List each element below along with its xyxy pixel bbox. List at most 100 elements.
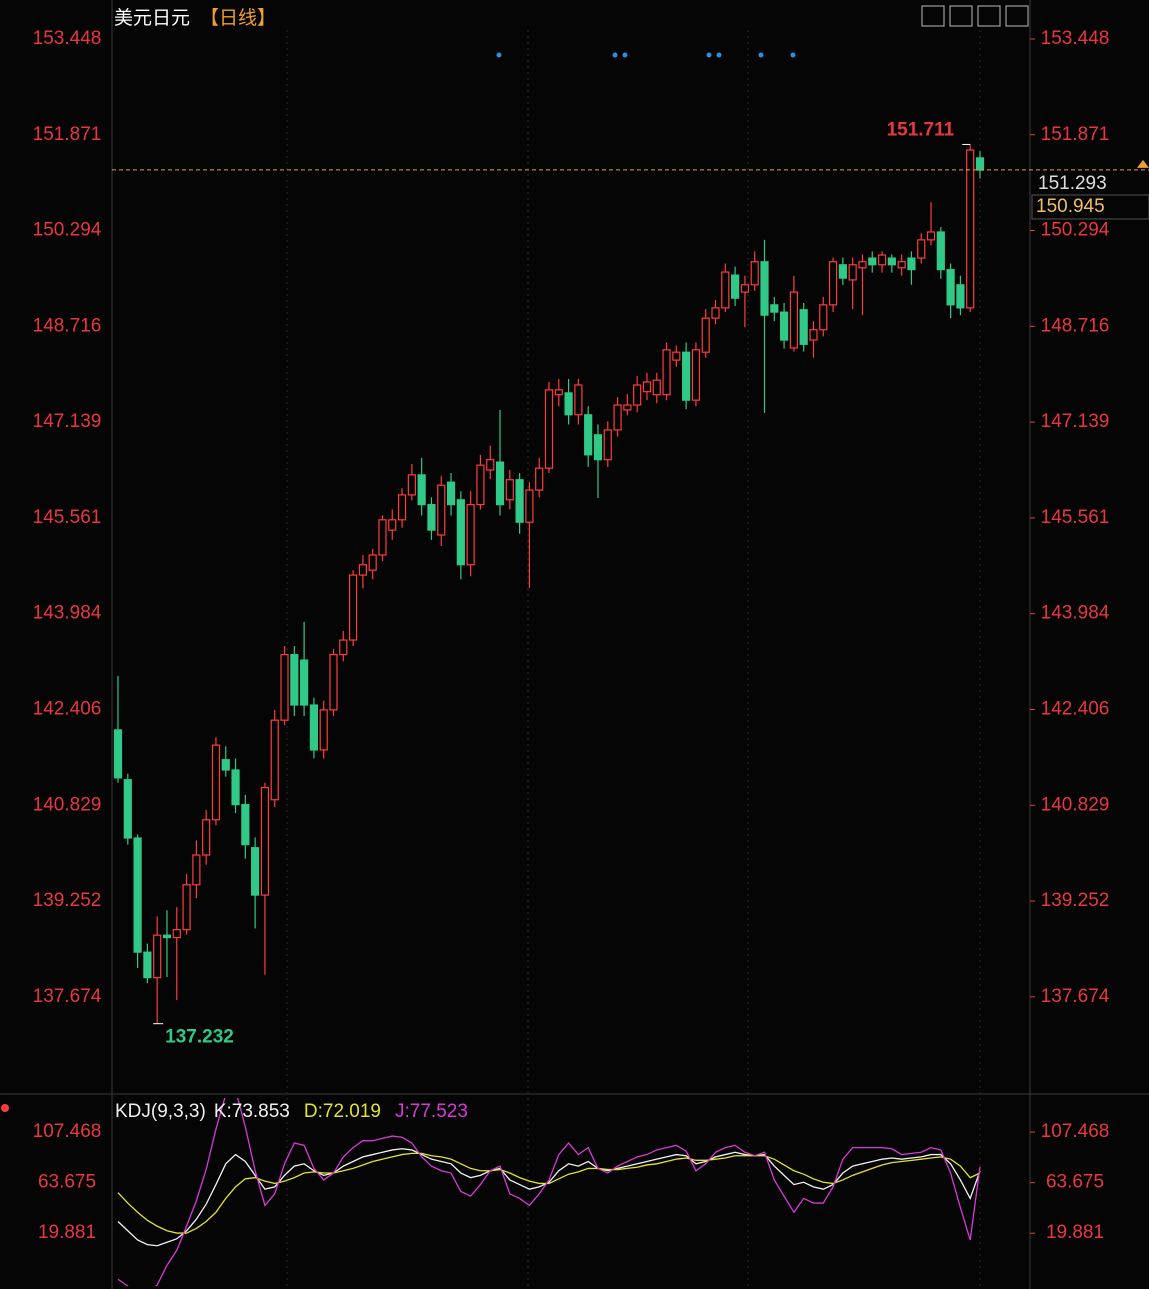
candle-body [339,639,348,656]
chart-title: 美元日元 [114,7,190,29]
candle-body [143,951,152,979]
candle-body [348,574,358,641]
candle-body [613,404,622,431]
candle-body [407,474,416,496]
candle-body [456,499,465,566]
candle-body [172,929,181,939]
candle-body [848,264,857,281]
event-dot [758,52,764,58]
candle-body [251,847,260,896]
y-tick-label: 150.294 [33,220,102,241]
candle-body [476,464,485,506]
candle-body [603,429,612,461]
candle-body [221,759,230,771]
candle-body [564,392,573,416]
indicator-line [117,1098,981,1286]
candle-body [260,786,270,896]
candle-body [162,934,172,939]
price-marker-label: 150.945 [1036,196,1105,217]
y-tick-label-right: 137.674 [1041,986,1110,1007]
candle-body [770,304,779,313]
y-tick-label: 140.829 [33,794,102,815]
candle-body [525,489,534,523]
candle-body [584,414,593,456]
candle-body [975,157,985,171]
y-tick-label: 151.871 [33,124,102,145]
event-dot [612,52,618,58]
y-tick-label-right: 139.252 [1041,890,1110,911]
indicator-lines [117,1098,981,1286]
y-tick-label-right: 140.829 [1041,794,1110,815]
candle-body [593,434,603,461]
candle-body [642,381,652,393]
candle-body [153,934,162,979]
candle-body [505,479,514,501]
event-dot [790,52,796,58]
event-dot [716,52,722,58]
candle-body [907,257,916,271]
candle-body [495,461,505,506]
candle-body [123,779,132,839]
candle-body [466,504,475,566]
y-tick-label: 107.468 [33,1121,102,1142]
candle-body [682,351,691,401]
indicator-line [117,1152,981,1234]
indicator-line [117,1148,981,1247]
candle-body [231,769,240,806]
high-label: 151.711 [887,119,955,140]
candle-body [319,709,328,751]
candle-body [799,309,808,345]
y-tick-label-right: 143.984 [1041,603,1110,624]
event-dot [706,52,712,58]
candle-body [554,389,563,396]
candle-body [270,719,279,801]
candle-body [633,384,642,406]
settings-icon[interactable] [1,1104,9,1112]
last-price-label: 151.293 [1038,173,1107,194]
event-dots [496,52,796,58]
y-tick-label: 139.252 [33,890,102,911]
candle-body [574,384,583,416]
candle-body [211,744,221,821]
candle-body [544,389,554,469]
candle-body [672,351,681,361]
price-marker-box [1031,194,1149,220]
y-tick-label-right: 19.881 [1046,1222,1104,1243]
candle-body [809,329,818,341]
y-tick-label: 148.716 [33,315,102,336]
y-tick-label: 145.561 [33,507,102,528]
candle-body [721,271,730,309]
y-tick-label: 137.674 [33,986,102,1007]
tool-button[interactable] [977,5,1001,27]
tool-button[interactable] [921,5,945,27]
legend-entry: K:73.853 [214,1101,290,1122]
tool-button[interactable] [949,5,973,27]
y-tick-label-right: 153.448 [1041,28,1110,49]
candle-body [926,231,936,241]
tool-button[interactable] [1005,5,1029,27]
toolbar [921,5,1029,27]
candle-body [868,257,877,266]
candle-body [691,349,701,401]
candle-body [309,704,319,751]
candle-body [877,254,887,266]
candle-body [446,481,456,506]
candle-body [329,654,338,711]
candle-body [427,504,436,531]
candle-body [740,284,750,293]
candle-body [241,803,250,846]
candle-body [956,284,965,309]
candle-body [838,264,847,279]
candle-body [280,654,289,721]
candle-body [711,307,720,319]
candle-body [290,654,299,706]
candle-body [535,467,544,491]
last-price-arrow [1137,159,1149,168]
candle-body [182,884,191,931]
y-tick-label: 147.139 [33,411,102,432]
candle-body [789,291,798,349]
candle-body [388,519,397,531]
candle-body [887,257,896,266]
